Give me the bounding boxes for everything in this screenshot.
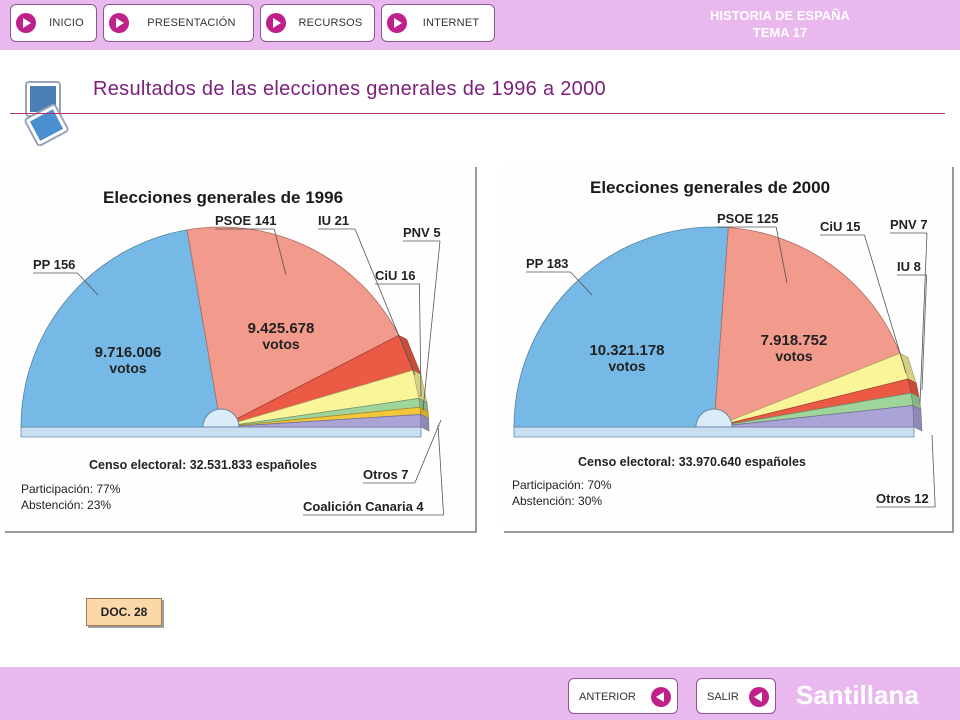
- brand-line-2: TEMA 17: [752, 25, 808, 40]
- abstention-text: Abstención: 30%: [512, 494, 602, 508]
- vote-unit: votos: [775, 348, 813, 364]
- participation-text: Participación: 77%: [21, 482, 121, 496]
- leader-line: [354, 228, 416, 376]
- play-icon: [387, 13, 407, 33]
- doc-label: DOC. 28: [86, 598, 162, 626]
- vote-count: 10.321.178: [589, 342, 664, 359]
- pie-base: [20, 426, 422, 438]
- nav-button-label: RECURSOS: [298, 17, 363, 29]
- leader-line: [919, 232, 928, 404]
- abstention-text: Abstención: 23%: [21, 498, 111, 512]
- chart-1996: Elecciones generales de 1996 PP 156 PSOE 1…: [3, 165, 475, 531]
- nav-button-label: INTERNET: [422, 17, 480, 29]
- leader-line: [273, 228, 287, 276]
- chart-title: Elecciones generales de 1996: [103, 188, 343, 207]
- participation-text: Participación: 70%: [512, 478, 612, 492]
- slice-label: CiU 15: [820, 219, 860, 234]
- pie-center-hole: [695, 408, 733, 428]
- play-icon: [266, 13, 286, 33]
- title-divider: [10, 113, 945, 114]
- slice-label: IU 8: [897, 259, 921, 274]
- slice-label: Coalición Canaria 4: [303, 499, 424, 514]
- document-squares-icon: [24, 81, 69, 146]
- vote-count: 9.425.678: [248, 320, 315, 337]
- leader-line: [419, 283, 422, 398]
- nav-button-label: INICIO: [49, 17, 84, 29]
- slice-label: IU 21: [318, 213, 349, 228]
- slice-label: PNV 7: [890, 217, 928, 232]
- vote-count: 7.918.752: [761, 332, 828, 349]
- leader-line: [775, 226, 788, 284]
- slice-label: CiU 16: [375, 268, 415, 283]
- leader-line: [931, 434, 936, 508]
- slice-label: PP 156: [33, 257, 75, 272]
- salir-button[interactable]: SALIR: [696, 678, 776, 714]
- slice-label: Otros 7: [363, 467, 409, 482]
- slice-label: PSOE 141: [215, 213, 276, 228]
- slice-label: PP 183: [526, 256, 568, 271]
- brand-block: HISTORIA DE ESPAÑA TEMA 17: [680, 7, 880, 41]
- nav-button-label: PRESENTACIÓN: [147, 17, 236, 29]
- vote-unit: votos: [608, 358, 646, 374]
- pie-base: [513, 426, 915, 438]
- census-text: Censo electoral: 32.531.833 españoles: [89, 458, 317, 472]
- bottom-nav-bar: [0, 667, 960, 720]
- anterior-label: ANTERIOR: [579, 691, 636, 703]
- pie-slice-edge: [420, 413, 430, 432]
- slice-label: PSOE 125: [717, 211, 778, 226]
- pie-center-hole: [202, 408, 240, 428]
- page-title: Resultados de las elecciones generales d…: [93, 78, 606, 100]
- salir-label: SALIR: [707, 691, 739, 703]
- census-text: Censo electoral: 33.970.640 españoles: [578, 455, 806, 469]
- pie-slice-edge: [912, 404, 923, 432]
- play-icon: [16, 13, 36, 33]
- leader-line: [570, 271, 593, 296]
- leader-line: [414, 419, 442, 484]
- nav-button-inicio[interactable]: INICIO: [10, 4, 97, 42]
- nav-button-recursos[interactable]: RECURSOS: [260, 4, 375, 42]
- slice-label: Otros 12: [876, 491, 929, 506]
- pie-group: [20, 226, 430, 438]
- chart-2000: Elecciones generales de 2000 PP 183 PSOE 1…: [502, 165, 952, 531]
- play-icon: [109, 13, 129, 33]
- vote-count: 9.716.006: [95, 344, 162, 361]
- leader-line: [437, 424, 444, 516]
- chart-2000-svg: Elecciones generales de 2000 PP 183 PSOE 1…: [512, 178, 936, 508]
- chart-title: Elecciones generales de 2000: [590, 178, 830, 197]
- brand-line-1: HISTORIA DE ESPAÑA: [710, 8, 850, 23]
- back-arrow-icon: [651, 687, 671, 707]
- publisher-logo-text: Santillana: [796, 680, 919, 710]
- anterior-button[interactable]: ANTERIOR: [568, 678, 678, 714]
- leader-line: [921, 274, 927, 391]
- leader-line: [77, 272, 99, 296]
- leader-line: [422, 240, 441, 411]
- pie-group: [513, 226, 923, 438]
- nav-button-presentacion[interactable]: PRESENTACIÓN: [103, 4, 254, 42]
- vote-unit: votos: [109, 360, 147, 376]
- vote-unit: votos: [262, 336, 300, 352]
- back-arrow-icon: [749, 687, 769, 707]
- chart-1996-svg: Elecciones generales de 1996 PP 156 PSOE 1…: [20, 188, 444, 516]
- nav-button-internet[interactable]: INTERNET: [381, 4, 495, 42]
- slice-label: PNV 5: [403, 225, 441, 240]
- leader-line: [864, 234, 907, 374]
